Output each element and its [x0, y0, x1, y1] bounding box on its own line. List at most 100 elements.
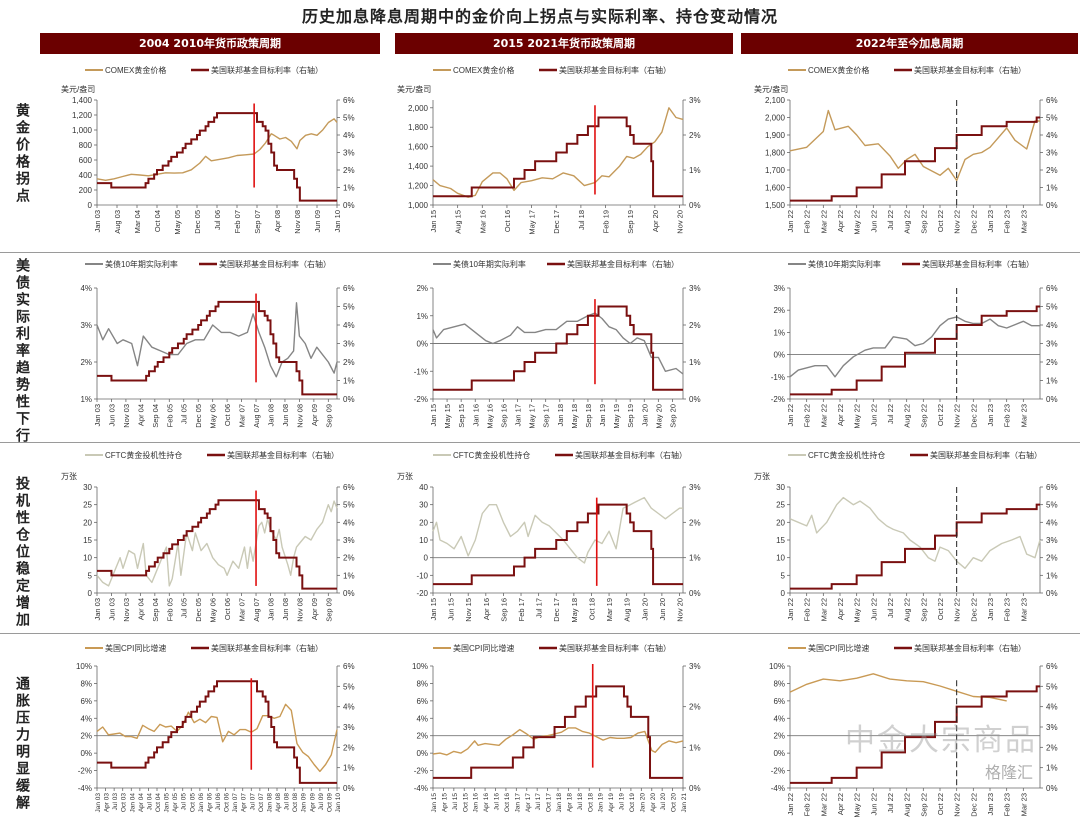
left-tick-label: -1%: [771, 373, 785, 382]
left-tick-label: 400: [79, 171, 93, 180]
legend-label-fed: 美国联邦基金目标利率（右轴）: [914, 65, 1026, 75]
x-tick-label: Apr 20: [651, 210, 660, 232]
right-tick-label: 1%: [343, 571, 355, 580]
column-header-2004-2010: 2004 2010年货币政策周期: [40, 33, 380, 54]
right-tick-label: 2%: [689, 518, 701, 527]
x-tick-label: Mar 07: [238, 404, 247, 427]
left-tick-label: 20: [83, 518, 92, 527]
x-tick-label: Apr 15: [441, 793, 448, 813]
right-tick-label: 2%: [689, 703, 701, 712]
series-line-fed-funds: [433, 685, 683, 779]
x-tick-label: Oct 07: [258, 793, 265, 813]
left-tick-label: 1%: [80, 395, 92, 404]
series-line-fed-funds: [97, 300, 337, 396]
left-tick-label: 4%: [80, 714, 92, 723]
left-tick-label: 0%: [773, 351, 785, 360]
watermark-brand: 中金大宗商品: [845, 723, 1037, 758]
chart-3-0: 美国CPI同比增速 美国联邦基金目标利率（右轴） -4% -2% 0% 2% 4% 6% 8% 1…: [76, 643, 355, 813]
row-divider: [0, 442, 1080, 443]
right-tick-label: 2%: [1046, 358, 1058, 367]
x-tick-label: Nov 20: [675, 598, 684, 622]
x-tick-label: Jul 15: [452, 793, 459, 811]
x-tick-label: May 18: [570, 598, 579, 623]
right-tick-label: 4%: [343, 321, 355, 330]
x-tick-label: Oct 18: [587, 793, 594, 813]
right-tick-label: 2%: [343, 166, 355, 175]
right-tick-label: 0%: [689, 201, 701, 210]
x-tick-label: Aug 22: [903, 210, 912, 234]
series-line-fed-funds: [790, 116, 1040, 202]
left-tick-label: 1,800: [765, 149, 786, 158]
left-tick-label: 0: [88, 201, 93, 210]
x-tick-label: Apr 04: [138, 793, 145, 813]
left-tick-label: -10: [416, 571, 428, 580]
x-tick-label: Jul 07: [249, 793, 256, 811]
x-tick-label: Oct 17: [546, 793, 553, 813]
x-tick-label: Nov 22: [953, 793, 962, 817]
axis-unit-label: 美元/盎司: [397, 84, 431, 94]
left-tick-label: -2%: [771, 395, 785, 404]
x-tick-label: May 06: [209, 404, 218, 429]
right-tick-label: 2%: [343, 554, 355, 563]
legend-label-main: 美债10年期实际利率: [808, 259, 881, 269]
x-tick-label: Jan 16: [473, 793, 480, 813]
x-tick-label: Jul 04: [146, 793, 153, 811]
x-tick-label: Nov 03: [122, 598, 131, 622]
legend-label-fed: 美国联邦基金目标利率（右轴）: [211, 643, 323, 653]
x-tick-label: Apr 06: [206, 793, 213, 813]
x-tick-label: Apr 22: [836, 793, 845, 815]
x-tick-label: Jun 09: [313, 210, 322, 233]
left-tick-label: 0%: [80, 749, 92, 758]
series-line-fed-funds: [433, 116, 683, 198]
left-tick-label: 6%: [80, 697, 92, 706]
x-tick-label: Apr 07: [241, 793, 248, 813]
series-line-fed-funds: [790, 305, 1040, 396]
x-tick-label: Oct 04: [155, 793, 162, 813]
left-tick-label: 200: [79, 186, 93, 195]
legend-label-fed: 美国联邦基金目标利率（右轴）: [575, 450, 687, 460]
series-line-main: [96, 500, 338, 587]
right-tick-label: 5%: [1046, 303, 1058, 312]
x-tick-label: Nov 22: [953, 210, 962, 234]
x-tick-label: Oct 16: [504, 793, 511, 813]
x-tick-label: Feb 22: [803, 598, 812, 621]
x-tick-label: Oct 04: [153, 210, 162, 232]
right-tick-label: 5%: [343, 682, 355, 691]
x-tick-label: Feb 23: [1003, 598, 1012, 621]
x-tick-label: Aug 07: [252, 404, 261, 428]
x-tick-label: Sep 18: [584, 404, 593, 428]
right-tick-label: 0%: [343, 201, 355, 210]
chart-0-0: COMEX黄金价格 美国联邦基金目标利率（右轴） 美元/盎司 0 200 400 600 80…: [61, 65, 355, 235]
x-tick-label: Apr 22: [836, 404, 845, 426]
x-tick-label: Dec 22: [969, 404, 978, 428]
series-line-main: [96, 302, 338, 378]
right-tick-label: 0%: [1046, 201, 1058, 210]
x-tick-label: Oct 06: [223, 598, 232, 620]
chart-2-0: CFTC黄金投机性持仓 美国联邦基金目标利率（右轴） 万张 0 5 10 15 20 25 30 0…: [61, 450, 355, 623]
left-tick-label: 0%: [416, 340, 428, 349]
x-tick-label: Jun 22: [869, 598, 878, 621]
left-tick-label: 1,000: [408, 201, 429, 210]
right-tick-label: 0%: [1046, 589, 1058, 598]
legend-label-main: COMEX黄金价格: [105, 65, 166, 75]
x-tick-label: Sep 09: [324, 404, 333, 428]
left-tick-label: 10%: [412, 662, 428, 671]
left-tick-label: 1,200: [408, 182, 429, 191]
right-tick-label: 6%: [1046, 96, 1058, 105]
x-tick-label: Sep 19: [626, 210, 635, 234]
left-tick-label: 8%: [80, 679, 92, 688]
left-tick-label: 2,000: [408, 104, 429, 113]
x-tick-label: Mar 23: [1019, 598, 1028, 621]
x-tick-label: Sep 22: [919, 404, 928, 428]
x-tick-label: Jan 08: [266, 793, 273, 813]
legend-label-fed: 美国联邦基金目标利率（右轴）: [559, 65, 671, 75]
left-tick-label: 5: [781, 571, 786, 580]
right-tick-label: 6%: [1046, 662, 1058, 671]
axis-unit-label: 万张: [61, 472, 77, 481]
left-tick-label: -2%: [771, 767, 785, 776]
x-tick-label: Mar 23: [1019, 210, 1028, 233]
axis-unit-label: 万张: [397, 472, 413, 481]
x-tick-label: Mar 23: [1019, 404, 1028, 427]
left-tick-label: 600: [79, 156, 93, 165]
right-tick-label: 2%: [1046, 166, 1058, 175]
